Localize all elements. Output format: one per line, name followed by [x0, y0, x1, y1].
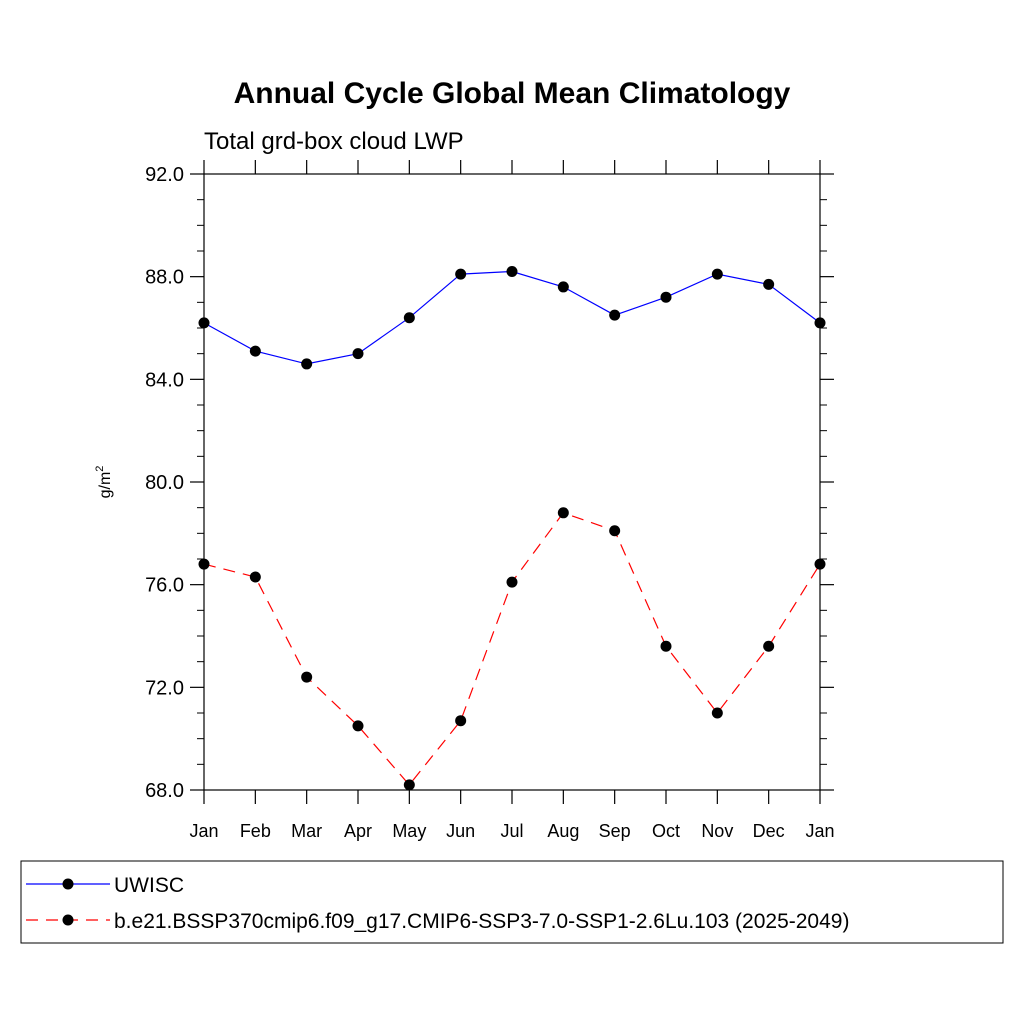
y-tick-label: 88.0 — [145, 267, 184, 289]
series-1-point — [763, 278, 775, 290]
legend-marker-2 — [62, 914, 74, 926]
series-2-point — [609, 525, 621, 537]
series-2-point — [557, 507, 569, 519]
y-tick-label: 76.0 — [145, 575, 184, 597]
series-1-point — [249, 345, 261, 357]
x-tick-label: Apr — [344, 821, 372, 841]
x-tick-label: Dec — [753, 821, 785, 841]
series-2-point — [403, 779, 415, 791]
x-tick-label: Mar — [291, 821, 322, 841]
series-2-point — [352, 720, 364, 732]
svg-text:g/m2: g/m2 — [94, 466, 114, 499]
series-2-point — [249, 571, 261, 583]
y-tick-label: 68.0 — [145, 780, 184, 802]
y-axis-label-superscript: 2 — [94, 466, 106, 472]
series-1-point — [506, 266, 518, 278]
series-1-point — [557, 281, 569, 293]
axis-ticks: 68.0 72.0 76.0 80.0 84.0 88.0 92.0 Jan Feb Mar Apr… — [145, 160, 835, 841]
series-line-1 — [203, 270, 821, 365]
chart-title: Annual Cycle Global Mean Climatology — [234, 77, 791, 110]
series-2-point — [763, 640, 775, 652]
y-tick-label: 72.0 — [145, 677, 184, 699]
x-tick-label: Aug — [547, 821, 579, 841]
legend-box — [20, 860, 1004, 944]
y-axis-label-unit: g/m — [97, 472, 114, 499]
legend-label-2: b.e21.BSSP370cmip6.f09_g17.CMIP6-SSP3-7.… — [114, 910, 849, 933]
y-tick-label: 92.0 — [145, 164, 184, 186]
x-tick-label: May — [392, 821, 426, 841]
series-2-point — [660, 640, 672, 652]
x-tick-label: Feb — [240, 821, 271, 841]
legend-marker-1 — [62, 878, 74, 890]
x-tick-label: Jan — [189, 821, 218, 841]
y-tick-label: 80.0 — [145, 472, 184, 494]
x-tick-label: Jan — [805, 821, 834, 841]
series-1-point — [660, 291, 672, 303]
series-2-point — [455, 715, 467, 727]
series-1-point — [609, 309, 621, 321]
y-tick-label: 84.0 — [145, 369, 184, 391]
series-1-point — [352, 348, 364, 360]
series-1-point — [711, 268, 723, 280]
x-tick-label: Nov — [701, 821, 733, 841]
plot-series — [198, 266, 826, 791]
y-axis-label: g/m2 — [94, 466, 114, 499]
chart-subtitle: Total grd-box cloud LWP — [204, 128, 464, 155]
series-1-point — [455, 268, 467, 280]
x-tick-label: Sep — [599, 821, 631, 841]
series-2-point — [301, 671, 313, 683]
legend-label-1: UWISC — [114, 874, 184, 897]
plot-frame — [203, 173, 821, 791]
series-line-2 — [203, 512, 821, 786]
series-2-point — [711, 707, 723, 719]
series-1-point — [403, 312, 415, 324]
legend: UWISC b.e21.BSSP370cmip6.f09_g17.CMIP6-SS… — [20, 860, 1004, 944]
x-tick-label: Jul — [500, 821, 523, 841]
x-tick-label: Jun — [446, 821, 475, 841]
series-1-point — [301, 358, 313, 370]
x-tick-label: Oct — [652, 821, 680, 841]
series-2-point — [506, 576, 518, 588]
